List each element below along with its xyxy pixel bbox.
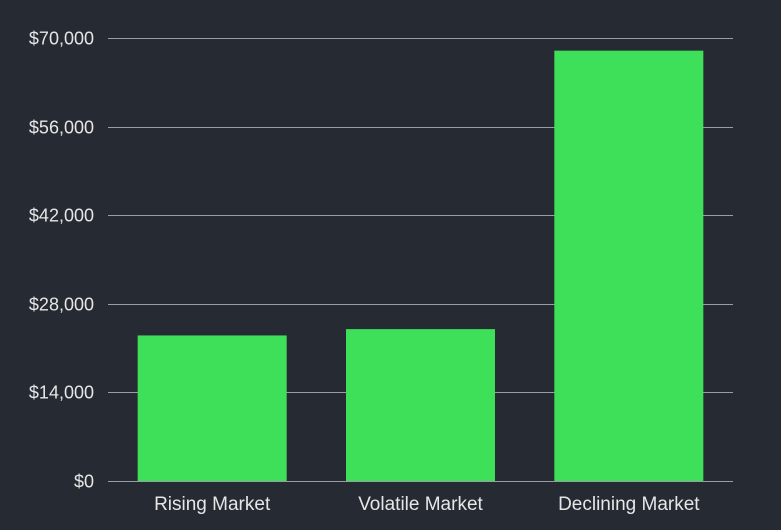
bar-declining-market xyxy=(554,50,704,482)
bar-volatile-market xyxy=(346,329,495,481)
y-tick-label: $0 xyxy=(74,472,94,492)
bars xyxy=(137,50,704,482)
x-category-label: Declining Market xyxy=(558,494,700,515)
x-category-label: Volatile Market xyxy=(358,494,483,515)
y-tick-label: $28,000 xyxy=(29,295,94,315)
y-tick-label: $14,000 xyxy=(29,383,94,403)
bar-rising-market xyxy=(137,335,287,481)
y-tick-label: $56,000 xyxy=(29,118,94,138)
x-category-label: Rising Market xyxy=(154,494,271,515)
y-axis-ticks: $0 $14,000 $28,000 $42,000 $56,000 $70,000 xyxy=(29,29,94,492)
y-tick-label: $42,000 xyxy=(29,206,94,226)
y-tick-label: $70,000 xyxy=(29,29,94,49)
x-axis-categories: Rising Market Volatile Market Declining Ma… xyxy=(154,494,700,515)
